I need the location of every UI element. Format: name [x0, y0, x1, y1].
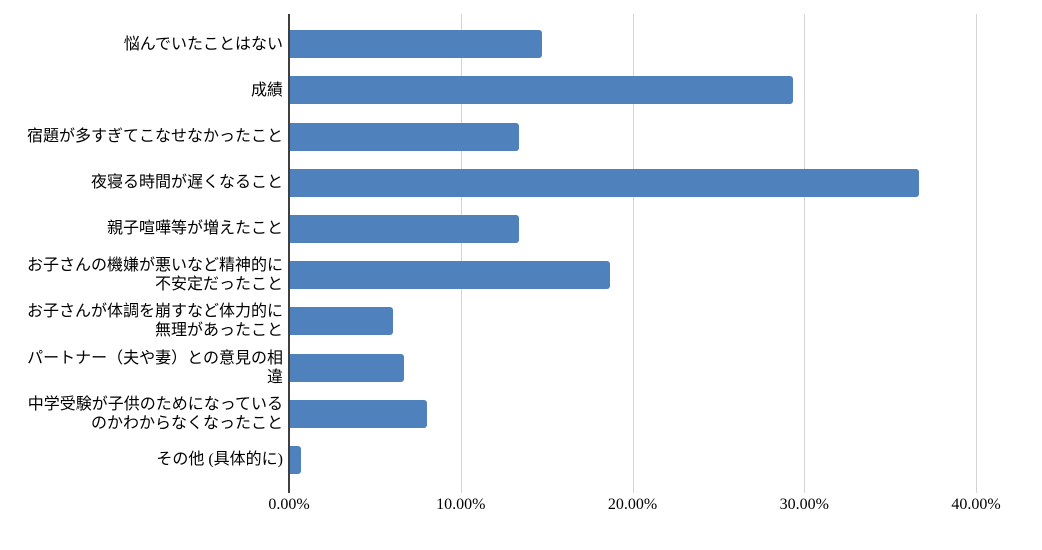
x-tick-label: 0.00%: [268, 496, 310, 513]
category-label-row: その他 (具体的に): [0, 437, 283, 483]
bar: [290, 261, 611, 290]
x-tick-label: 40.00%: [951, 496, 1001, 513]
category-label: 夜寝る時間が遅くなること: [90, 174, 283, 192]
bar: [290, 214, 519, 243]
bar-row: [290, 113, 976, 159]
x-tick-label: 10.00%: [436, 496, 486, 513]
x-tick-label: 30.00%: [779, 496, 829, 513]
category-label: 宿題が多すぎてこなせなかったこと: [26, 128, 283, 145]
gridline: [976, 14, 977, 493]
category-label: その他 (具体的に): [156, 451, 283, 469]
category-label: お子さんの機嫌が悪いなど精神的に 不安定だったこと: [26, 257, 283, 294]
bar-row: [290, 437, 976, 483]
category-label: 成績: [250, 81, 283, 99]
category-labels: 悩んでいたことはない成績宿題が多すぎてこなせなかったこと夜寝る時間が遅くなること…: [0, 21, 283, 483]
category-label-row: 夜寝る時間が遅くなること: [0, 160, 283, 206]
category-label-row: お子さんが体調を崩すなど体力的に 無理があったこと: [0, 298, 283, 344]
bar: [290, 122, 519, 151]
bar-row: [290, 67, 976, 113]
category-label-row: 中学受験が子供のためになっている のかわからなくなったこと: [0, 391, 283, 437]
bar: [290, 76, 793, 105]
bar: [290, 353, 405, 382]
category-label: 悩んでいたことはない: [123, 35, 283, 53]
bar-row: [290, 21, 976, 67]
value-axis-tick-labels: 0.00% 10.00% 20.00% 30.00% 40.00%: [268, 496, 1000, 518]
bar-row: [290, 252, 976, 298]
category-label-row: 宿題が多すぎてこなせなかったこと: [0, 113, 283, 159]
bar-row: [290, 206, 976, 252]
x-tick-label: 20.00%: [607, 496, 658, 513]
plot-area: [288, 14, 977, 493]
bars-layer: [290, 21, 976, 483]
bar-row: [290, 344, 976, 390]
bar-row: [290, 160, 976, 206]
category-label-row: パートナー（夫や妻）との意見の相 違: [0, 344, 283, 390]
bar: [290, 445, 302, 474]
category-axis-line: [288, 14, 290, 493]
bar: [290, 399, 428, 428]
gridline: [460, 14, 462, 493]
category-label-row: お子さんの機嫌が悪いなど精神的に 不安定だったこと: [0, 252, 283, 298]
bar: [290, 168, 919, 197]
gridline: [804, 14, 806, 493]
category-label: お子さんが体調を崩すなど体力的に 無理があったこと: [26, 303, 283, 340]
category-label: 親子喧嘩等が増えたこと: [106, 220, 283, 238]
bar: [290, 307, 393, 336]
bar-row: [290, 298, 976, 344]
category-label: パートナー（夫や妻）との意見の相 違: [27, 349, 283, 386]
category-label-row: 親子喧嘩等が増えたこと: [0, 206, 283, 252]
category-label: 中学受験が子供のためになっている のかわからなくなったこと: [27, 395, 283, 432]
bar: [290, 30, 542, 59]
gridline: [632, 14, 634, 493]
bar-row: [290, 391, 976, 437]
category-label-row: 悩んでいたことはない: [0, 21, 283, 67]
category-label-row: 成績: [0, 67, 283, 113]
